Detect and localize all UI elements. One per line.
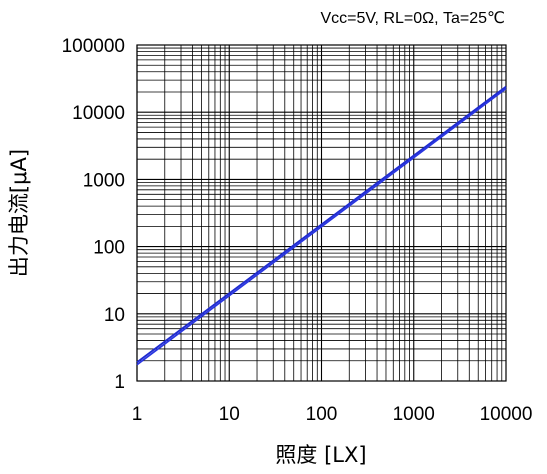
- y-tick-label: 100: [93, 238, 125, 259]
- y-tick-label: 1: [114, 372, 125, 393]
- y-tick-label: 1000: [83, 170, 125, 191]
- plot-frame: [136, 44, 507, 382]
- condition-annotation: Vcc=5V, RL=0Ω, Ta=25℃: [320, 10, 505, 27]
- y-tick-label: 100000: [62, 36, 125, 57]
- x-tick-label: 10000: [480, 404, 533, 425]
- y-tick-label: 10: [104, 305, 125, 326]
- series-line-1: [136, 85, 507, 363]
- series-group: [136, 85, 507, 366]
- x-tick-label: 1000: [393, 404, 435, 425]
- x-axis-title: 照度 [LX]: [275, 443, 366, 467]
- y-tick-labels: 1 10 100 1000 10000 100000: [62, 36, 125, 393]
- x-tick-label: 1: [132, 404, 143, 425]
- x-tick-labels: 1 10 100 1000 10000: [132, 404, 533, 425]
- x-tick-label: 10: [219, 404, 240, 425]
- y-axis-title: 出力电流[μA]: [7, 149, 31, 277]
- grid: [136, 45, 506, 382]
- y-tick-label: 10000: [72, 103, 125, 124]
- series-line-2: [136, 87, 507, 366]
- x-tick-label: 100: [306, 404, 338, 425]
